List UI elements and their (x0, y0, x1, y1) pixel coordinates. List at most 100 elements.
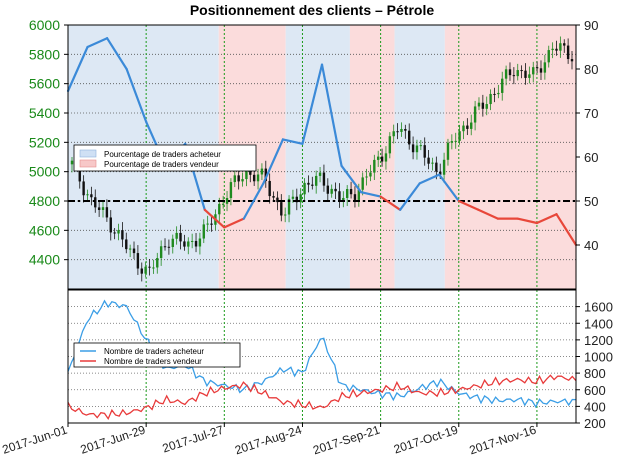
price-candle-29 (183, 241, 186, 247)
price-candle-120 (535, 67, 539, 69)
price-candle-22 (156, 258, 159, 268)
left-tick-label-5: 5400 (29, 105, 60, 121)
price-candle-57 (291, 196, 295, 199)
bottom-right-tick-label-6: 1400 (584, 316, 613, 331)
price-candle-36 (210, 223, 213, 225)
price-candle-46 (249, 170, 252, 175)
price-candle-102 (466, 125, 469, 129)
price-candle-20 (148, 266, 151, 268)
price-candle-107 (485, 104, 488, 109)
price-candle-52 (272, 196, 275, 198)
price-candle-128 (566, 45, 570, 60)
price-candle-97 (446, 142, 450, 160)
price-candle-61 (307, 182, 310, 185)
bottom-legend-label-0: Nombre de traders acheteur (104, 347, 204, 356)
price-candle-63 (314, 175, 318, 186)
price-candle-59 (299, 194, 302, 203)
left-tick-label-1: 4600 (29, 222, 60, 238)
price-candle-64 (318, 172, 322, 176)
price-candle-30 (187, 241, 190, 247)
price-candle-121 (539, 68, 543, 73)
price-candle-78 (373, 159, 376, 173)
x-tick-label-6: 2017-Nov-16 (468, 422, 539, 457)
price-candle-8 (101, 207, 105, 210)
price-candle-41 (229, 182, 233, 199)
price-candle-24 (163, 246, 167, 248)
price-candle-2 (78, 163, 81, 182)
price-candle-82 (388, 136, 392, 154)
price-candle-100 (458, 131, 461, 141)
price-candle-65 (322, 172, 326, 186)
bottom-right-tick-label-2: 600 (584, 383, 606, 398)
bottom-right-tick-label-1: 400 (584, 399, 606, 414)
price-candle-25 (167, 246, 171, 248)
price-candle-83 (392, 131, 395, 137)
price-candle-91 (423, 145, 426, 158)
price-candle-13 (121, 230, 124, 240)
price-candle-72 (349, 189, 353, 195)
price-candle-79 (377, 156, 380, 160)
right-tick-label-4: 80 (584, 62, 598, 77)
price-candle-53 (276, 197, 279, 203)
x-tick-label-2: 2017-Jul-27 (161, 422, 226, 455)
sentiment-segment-1 (86, 37, 109, 49)
price-candle-4 (86, 194, 89, 196)
price-candle-85 (400, 128, 403, 132)
price-candle-129 (570, 59, 574, 62)
price-candle-80 (380, 156, 384, 162)
price-candle-127 (563, 43, 566, 46)
price-candle-105 (477, 102, 481, 107)
price-candle-42 (233, 175, 236, 183)
left-tick-label-8: 6000 (29, 17, 60, 33)
sentiment-segment-15 (359, 191, 382, 198)
price-candle-19 (144, 266, 147, 274)
sentiment-segment-3 (125, 67, 148, 123)
sentiment-segment-12 (301, 63, 324, 145)
price-candle-115 (516, 70, 519, 77)
bottom-legend-label-1: Nombre de traders vendeur (104, 357, 202, 366)
price-candle-27 (175, 232, 178, 239)
price-candle-112 (504, 69, 508, 79)
price-candle-119 (532, 67, 535, 75)
background-band-3 (349, 25, 395, 289)
x-tick-label-4: 2017-Sep-21 (311, 422, 382, 457)
price-candle-51 (268, 180, 271, 197)
price-candle-86 (404, 128, 407, 131)
left-tick-label-0: 4400 (29, 252, 60, 268)
price-candle-39 (221, 203, 225, 205)
price-candle-118 (528, 74, 531, 78)
right-tick-label-2: 60 (584, 150, 598, 165)
price-candle-49 (260, 168, 264, 175)
price-candle-75 (361, 177, 364, 190)
price-candle-18 (140, 268, 143, 274)
top-legend-box (73, 144, 257, 172)
price-candle-117 (524, 70, 527, 78)
chart-title: Positionnement des clients – Pétrole (190, 2, 435, 18)
price-candle-5 (90, 194, 93, 198)
price-candle-114 (512, 75, 516, 77)
price-candle-69 (338, 191, 341, 202)
price-candle-58 (295, 196, 299, 203)
price-candle-123 (547, 50, 550, 63)
price-candle-95 (439, 171, 442, 175)
top-legend-swatch-1 (79, 159, 97, 168)
price-candle-14 (125, 239, 128, 250)
price-candle-48 (256, 174, 260, 182)
sentiment-segment-17 (399, 182, 421, 211)
top-legend-swatch-0 (79, 149, 97, 158)
price-candle-17 (136, 253, 140, 269)
top-panel: 4400 4600 4800 5000 5200 5400 5600 5800 6000 40 50… (29, 17, 598, 290)
price-candle-38 (218, 203, 221, 215)
x-tick-label-0: 2017-Jun-01 (1, 422, 70, 456)
sentiment-segment-23 (516, 217, 539, 225)
price-candle-76 (365, 176, 368, 178)
price-candle-84 (396, 131, 399, 133)
price-candle-77 (369, 172, 372, 177)
price-candle-12 (117, 230, 120, 234)
price-candle-15 (128, 248, 132, 250)
bottom-legend-box (73, 342, 241, 368)
price-candle-56 (287, 198, 291, 215)
price-candle-70 (342, 197, 345, 202)
price-candle-26 (171, 238, 174, 247)
